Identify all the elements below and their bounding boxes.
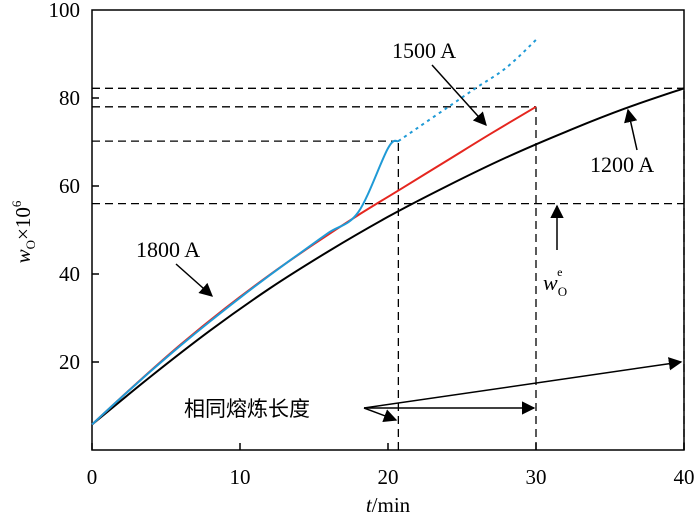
y-tick-label: 80 — [59, 86, 80, 110]
arrow-1800A — [175, 263, 214, 297]
equilibrium-sub: O — [558, 284, 567, 299]
y-axis-var: w — [11, 249, 35, 263]
x-axis-var: t — [366, 493, 373, 516]
x-tick-labels: 0 10 20 30 40 — [87, 465, 695, 489]
y-axis-exp: 6 — [9, 200, 24, 207]
reference-lines — [92, 87, 685, 450]
series-1800A-line — [91, 139, 399, 426]
arrow-same-length-40 — [363, 357, 683, 409]
y-axis-times: ×10 — [11, 207, 35, 240]
label-equilibrium: wOe — [543, 265, 567, 299]
y-tick-label: 60 — [59, 174, 80, 198]
label-same-length: 相同熔炼长度 — [184, 397, 310, 421]
arrow-1200A — [624, 108, 638, 151]
x-axis-title: t/min — [366, 493, 411, 516]
y-tick-label: 20 — [59, 350, 80, 374]
series-1500A-line — [91, 105, 537, 426]
x-tick-label: 30 — [526, 465, 547, 489]
y-tick-label: 40 — [59, 262, 80, 286]
arrow-1500A — [431, 64, 487, 127]
x-tick-label: 20 — [378, 465, 399, 489]
x-axis-unit: /min — [372, 493, 411, 516]
series-1200A-line — [91, 87, 685, 426]
y-tick-labels: 20 40 60 80 100 — [49, 0, 81, 374]
equilibrium-var: w — [543, 270, 558, 295]
x-tick-label: 0 — [87, 465, 98, 489]
label-1500A: 1500 A — [392, 38, 456, 63]
y-axis-title: wO×106 — [9, 200, 38, 263]
y-axis-title-text: wO×106 — [9, 200, 38, 263]
x-tick-label: 10 — [230, 465, 251, 489]
x-tick-label: 40 — [674, 465, 695, 489]
label-1800A: 1800 A — [136, 237, 200, 262]
equilibrium-sup: e — [557, 265, 562, 279]
series-lines — [91, 39, 685, 426]
label-1200A: 1200 A — [590, 152, 654, 177]
y-tick-label: 100 — [49, 0, 81, 22]
y-axis-sub: O — [23, 240, 38, 249]
plot-frame — [91, 9, 685, 451]
arrow-same-length-20 — [363, 407, 398, 423]
